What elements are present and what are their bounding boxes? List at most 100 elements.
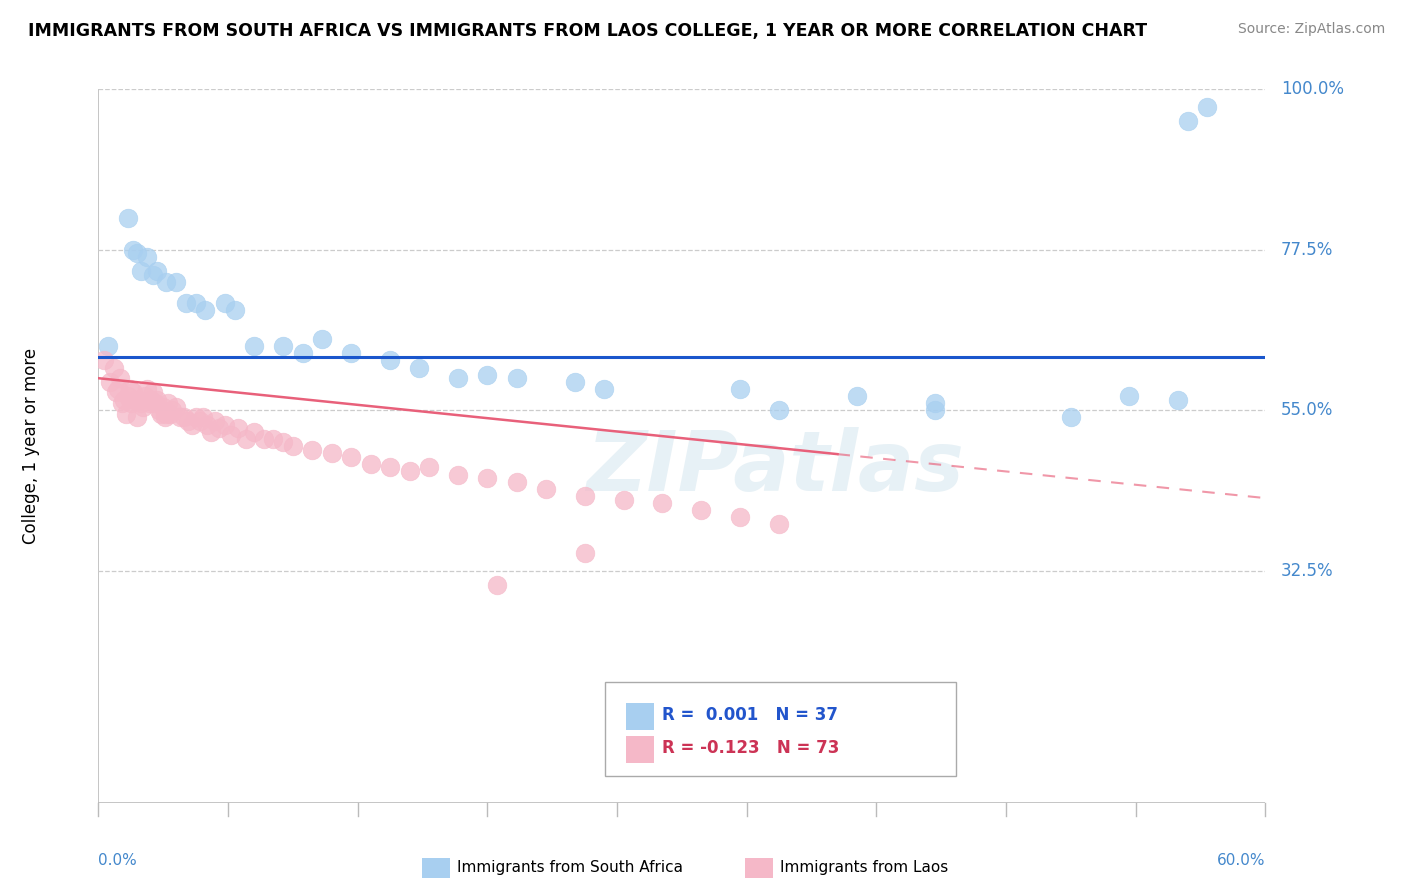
Point [188, 414, 211, 428]
Point [117, 211, 139, 225]
Point [134, 389, 156, 403]
Point [1195, 100, 1218, 114]
Text: Immigrants from South Africa: Immigrants from South Africa [457, 861, 683, 875]
Text: 100.0%: 100.0% [1281, 80, 1344, 98]
Point [505, 371, 527, 385]
Point [143, 396, 166, 410]
Point [505, 475, 527, 489]
Point [593, 382, 616, 396]
Point [98, 375, 121, 389]
Point [107, 382, 129, 396]
Point [153, 410, 176, 425]
Point [235, 432, 257, 446]
Point [136, 250, 159, 264]
Point [184, 410, 207, 425]
Text: 60.0%: 60.0% [1218, 853, 1265, 868]
Point [157, 396, 180, 410]
Point [138, 396, 160, 410]
Point [564, 375, 586, 389]
Point [184, 296, 207, 310]
Point [114, 407, 136, 421]
Text: 55.0%: 55.0% [1281, 401, 1333, 419]
Point [651, 496, 673, 510]
Point [177, 414, 200, 428]
Point [152, 400, 174, 414]
Point [447, 371, 470, 385]
Point [380, 353, 402, 368]
Point [129, 396, 152, 410]
Point [477, 471, 499, 485]
Point [291, 346, 314, 360]
Point [311, 332, 333, 346]
Point [730, 510, 752, 524]
Point [194, 303, 217, 318]
Point [155, 275, 177, 289]
Point [148, 403, 170, 417]
Point [534, 482, 557, 496]
Point [768, 517, 790, 532]
Point [262, 432, 284, 446]
Point [122, 385, 145, 400]
Text: Source: ZipAtlas.com: Source: ZipAtlas.com [1237, 22, 1385, 37]
Point [165, 400, 187, 414]
Text: ZIPatlas: ZIPatlas [586, 427, 965, 508]
Point [477, 368, 499, 382]
Point [103, 360, 125, 375]
Point [142, 268, 165, 282]
Text: College, 1 year or more: College, 1 year or more [21, 348, 39, 544]
Point [418, 460, 440, 475]
Point [146, 392, 169, 407]
Point [208, 421, 231, 435]
Point [574, 489, 596, 503]
Point [124, 392, 146, 407]
Point [128, 392, 150, 407]
Point [112, 392, 135, 407]
Point [155, 407, 177, 421]
Point [169, 410, 191, 425]
Point [768, 403, 790, 417]
Point [228, 421, 250, 435]
Point [243, 425, 266, 439]
Point [132, 400, 155, 414]
Point [613, 492, 636, 507]
Point [93, 353, 115, 368]
Point [200, 425, 222, 439]
Point [301, 442, 323, 457]
Point [924, 396, 946, 410]
Point [408, 360, 430, 375]
Point [340, 346, 363, 360]
Point [846, 389, 869, 403]
Point [174, 296, 197, 310]
Point [146, 264, 169, 278]
Point [127, 410, 149, 425]
Point [97, 339, 120, 353]
Point [253, 432, 276, 446]
Text: 32.5%: 32.5% [1281, 562, 1333, 580]
Point [1177, 114, 1199, 128]
Point [121, 396, 143, 410]
Point [117, 389, 139, 403]
Point [142, 385, 165, 400]
Text: R = -0.123   N = 73: R = -0.123 N = 73 [662, 739, 839, 757]
Text: R =  0.001   N = 37: R = 0.001 N = 37 [662, 706, 838, 724]
Point [281, 439, 304, 453]
Point [173, 410, 195, 425]
Point [321, 446, 343, 460]
Point [122, 243, 145, 257]
Point [271, 435, 294, 450]
Text: 77.5%: 77.5% [1281, 241, 1333, 259]
Point [149, 407, 172, 421]
Point [214, 296, 236, 310]
Point [108, 371, 131, 385]
Point [1118, 389, 1140, 403]
Point [129, 264, 152, 278]
Point [162, 403, 184, 417]
Point [574, 546, 596, 560]
Point [690, 503, 713, 517]
Point [360, 457, 382, 471]
Point [139, 392, 162, 407]
Point [204, 414, 226, 428]
Point [224, 303, 246, 318]
Point [136, 382, 159, 396]
Point [243, 339, 266, 353]
